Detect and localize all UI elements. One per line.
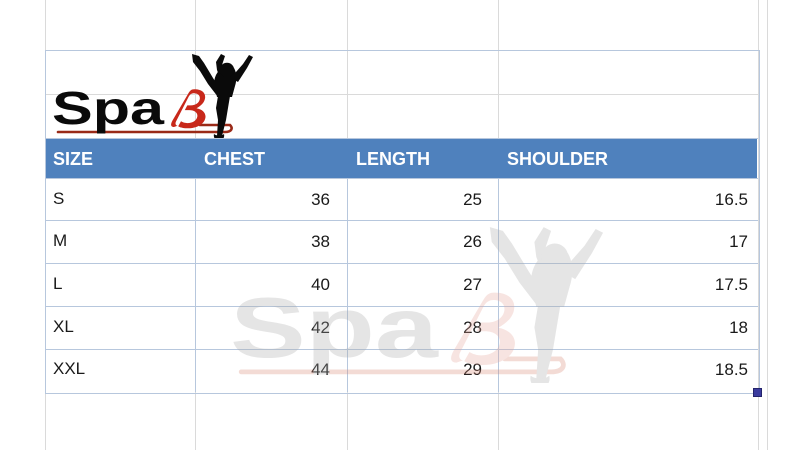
svg-text:Spa: Spa [52,82,165,134]
svg-text:Spa: Spa [230,281,439,376]
